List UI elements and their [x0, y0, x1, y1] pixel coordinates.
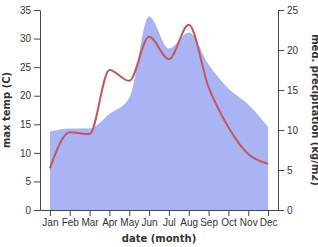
tick-mark — [278, 50, 284, 51]
tick: 20 — [20, 90, 40, 101]
tick-label: Feb — [62, 217, 80, 228]
tick-mark — [209, 210, 210, 216]
tick-label: Mar — [81, 217, 99, 228]
tick: Jul — [163, 210, 176, 228]
tick-label: May — [120, 217, 139, 228]
axis-line — [278, 11, 279, 211]
tick-label: Jul — [163, 217, 176, 228]
tick-mark — [169, 210, 170, 216]
tick-mark — [228, 210, 229, 216]
tick-mark — [268, 210, 269, 216]
tick-label: Nov — [240, 217, 258, 228]
axis-line — [41, 210, 279, 211]
tick-mark — [34, 153, 40, 154]
tick-mark — [34, 39, 40, 40]
tick: Nov — [240, 210, 258, 228]
y-axis: 0 5 10 15 20 25 30 35 — [20, 5, 41, 216]
chart: Jan FebMarAprMayJun Jul AugSepOctNovDec 0 5 10… — [0, 0, 318, 247]
tick-label: Apr — [102, 217, 118, 228]
y2-axis-title: med. precipitation (kg/m2) — [310, 34, 318, 186]
tick: Dec — [260, 210, 278, 228]
tick-mark — [90, 210, 91, 216]
tick-mark — [34, 96, 40, 97]
tick-mark — [278, 130, 284, 131]
tick: 15 — [20, 119, 40, 130]
tick: 30 — [20, 33, 40, 44]
tick: 10 — [278, 125, 299, 136]
tick-label: 10 — [20, 148, 32, 159]
tick: Mar — [81, 210, 99, 228]
tick-mark — [50, 210, 51, 216]
tick: Jan — [42, 210, 58, 228]
tick-mark — [34, 124, 40, 125]
tick: Feb — [62, 210, 80, 228]
tick-label: 35 — [20, 5, 32, 16]
tick-label: Dec — [260, 217, 278, 228]
tick-label: Oct — [221, 217, 237, 228]
tick-mark — [129, 210, 130, 216]
tick: 5 — [278, 165, 293, 176]
tick: 15 — [278, 85, 299, 96]
tick: Aug — [180, 210, 198, 228]
tick-mark — [278, 10, 284, 11]
precipitation-area — [50, 16, 268, 210]
tick-label: Jun — [142, 217, 158, 228]
y-axis-title: max temp (C) — [1, 72, 12, 148]
tick-mark — [278, 210, 284, 211]
x-axis-title: date (month) — [122, 233, 196, 244]
tick-label: 20 — [287, 45, 299, 56]
tick-mark — [34, 67, 40, 68]
plot-area — [50, 16, 268, 210]
tick: 20 — [278, 45, 299, 56]
tick-mark — [34, 210, 40, 211]
tick: 0 — [25, 205, 40, 216]
axis-line — [40, 11, 41, 211]
tick-label: 30 — [20, 33, 32, 44]
y2-axis: 0 5 10 15 20 25 — [278, 5, 299, 216]
temp-line — [50, 25, 268, 168]
tick-label: 5 — [25, 176, 31, 187]
tick-mark — [109, 210, 110, 216]
tick-label: Jan — [42, 217, 58, 228]
tick-label: 15 — [287, 85, 299, 96]
tick-mark — [189, 210, 190, 216]
tick-mark — [278, 90, 284, 91]
tick: Oct — [221, 210, 237, 228]
tick-mark — [278, 170, 284, 171]
tick-mark — [149, 210, 150, 216]
tick: Apr — [102, 210, 118, 228]
tick-label: 20 — [20, 90, 32, 101]
tick: 25 — [278, 5, 299, 16]
tick: 10 — [20, 148, 40, 159]
tick: May — [120, 210, 139, 228]
tick-mark — [34, 181, 40, 182]
tick-label: Aug — [180, 217, 198, 228]
tick: 0 — [278, 205, 293, 216]
tick-label: 25 — [20, 62, 32, 73]
tick-label: 0 — [287, 205, 293, 216]
x-axis: Jan FebMarAprMayJun Jul AugSepOctNovDec — [41, 210, 279, 228]
tick-label: 15 — [20, 119, 32, 130]
tick: 35 — [20, 5, 40, 16]
tick-label: 10 — [287, 125, 299, 136]
tick-label: 5 — [287, 165, 293, 176]
tick-mark — [70, 210, 71, 216]
tick-label: Sep — [200, 217, 218, 228]
tick: Jun — [142, 210, 158, 228]
tick-label: 25 — [287, 5, 299, 16]
tick-mark — [34, 10, 40, 11]
tick-label: 0 — [25, 205, 31, 216]
tick: 25 — [20, 62, 40, 73]
tick: 5 — [25, 176, 40, 187]
tick-mark — [248, 210, 249, 216]
tick: Sep — [200, 210, 218, 228]
